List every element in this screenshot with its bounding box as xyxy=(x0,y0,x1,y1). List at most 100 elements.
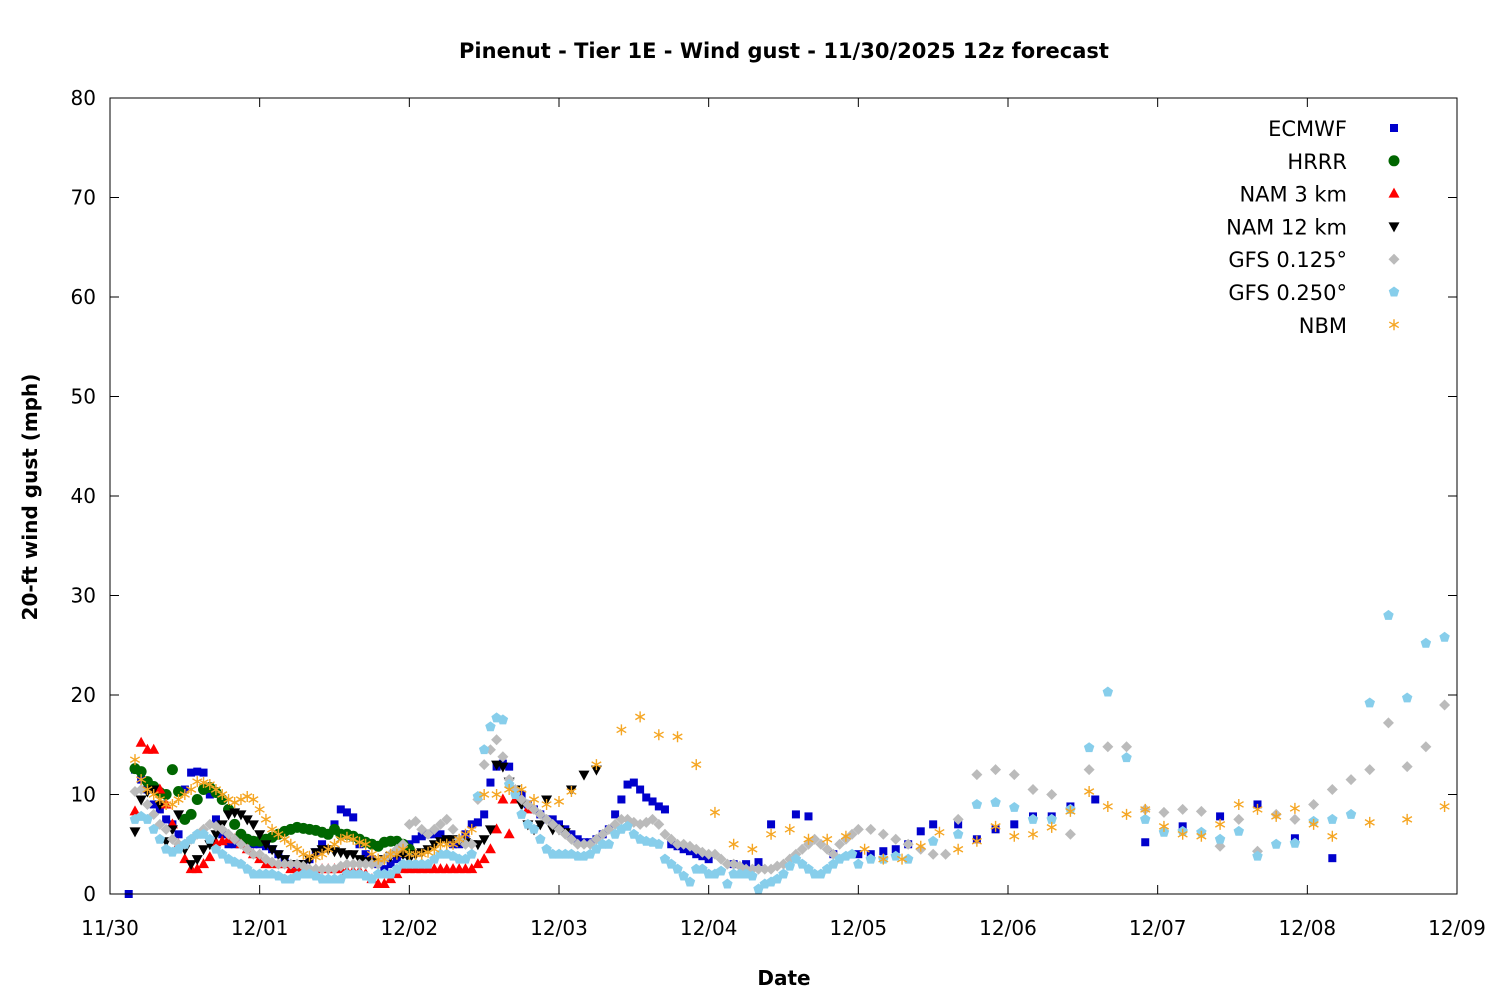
nbm-point xyxy=(553,795,565,807)
y-tick-label: 10 xyxy=(71,783,96,807)
gfs-0-125-point xyxy=(721,858,733,870)
nbm-point xyxy=(1196,830,1207,842)
legend-marker-hrrr xyxy=(1388,155,1400,167)
nbm-point xyxy=(1158,820,1170,832)
gfs-0-250-point xyxy=(1327,813,1338,824)
nam-12-km-point xyxy=(478,835,490,846)
ecmwf-point xyxy=(754,858,763,867)
nam-3-km-point xyxy=(378,878,390,889)
hrrr-point xyxy=(191,793,203,805)
nbm-point xyxy=(167,798,178,810)
gfs-0-125-point xyxy=(940,848,952,860)
ecmwf-point xyxy=(929,820,938,829)
gfs-0-125-point xyxy=(715,853,727,865)
gfs-0-250-point xyxy=(603,838,615,849)
gfs-0-250-point xyxy=(1140,813,1151,824)
nam-12-km-point xyxy=(185,860,197,871)
gfs-0-250-point xyxy=(784,860,796,871)
gfs-0-125-point xyxy=(653,818,665,830)
gfs-0-125-point xyxy=(821,843,833,855)
nbm-point xyxy=(516,784,527,796)
gfs-0-125-point xyxy=(141,798,153,810)
nbm-point xyxy=(454,833,465,845)
gfs-0-125-point xyxy=(528,803,540,815)
nbm-point xyxy=(653,729,664,741)
legend-marker-nam-12-km xyxy=(1388,222,1400,233)
gfs-0-125-point xyxy=(753,863,765,875)
ecmwf-point xyxy=(804,812,813,821)
nbm-point xyxy=(1439,800,1450,812)
ecmwf-point xyxy=(386,860,395,869)
gfs-0-250-point xyxy=(217,848,228,859)
ecmwf-point xyxy=(636,785,645,794)
gfs-0-250-point xyxy=(154,833,166,844)
nbm-point xyxy=(1214,818,1226,830)
gfs-0-125-point xyxy=(1121,741,1133,753)
gfs-0-125-point xyxy=(322,863,334,875)
gfs-0-125-point xyxy=(1102,741,1114,753)
nam-12-km-point xyxy=(534,820,546,831)
gfs-0-250-point xyxy=(971,798,983,809)
nam-3-km-point xyxy=(148,743,160,754)
gfs-0-250-point xyxy=(747,870,758,881)
x-tick-label: 12/02 xyxy=(381,916,439,940)
x-tick-label: 12/05 xyxy=(830,916,888,940)
ecmwf-point xyxy=(436,830,445,839)
ecmwf-point xyxy=(660,805,669,814)
nbm-point xyxy=(1084,786,1095,798)
nam-12-km-point xyxy=(129,827,141,838)
gfs-0-125-point xyxy=(971,769,983,781)
gfs-0-250-point xyxy=(210,843,222,854)
nbm-point xyxy=(528,793,540,805)
nam-3-km-point xyxy=(478,853,490,864)
gfs-0-125-point xyxy=(353,858,365,870)
gfs-0-125-point xyxy=(1064,828,1076,840)
ecmwf-point xyxy=(193,767,202,776)
nam-3-km-point xyxy=(484,843,496,854)
legend-label-nbm: NBM xyxy=(1299,314,1347,338)
gfs-0-125-point xyxy=(1326,784,1338,796)
nbm-point xyxy=(204,779,215,791)
gfs-0-125-point xyxy=(360,858,372,870)
gfs-0-250-point xyxy=(148,823,159,834)
gfs-0-125-point xyxy=(466,838,478,850)
nam-12-km-point xyxy=(191,855,203,866)
x-tick-label: 12/07 xyxy=(1129,916,1187,940)
nbm-point xyxy=(179,789,190,800)
gfs-0-125-point xyxy=(927,848,939,860)
nam-3-km-point xyxy=(154,783,166,794)
gfs-0-125-point xyxy=(541,813,553,825)
gfs-0-250-point xyxy=(535,833,546,844)
ecmwf-point xyxy=(174,830,183,839)
gfs-0-250-point xyxy=(952,828,964,839)
gfs-0-250-point xyxy=(541,843,552,854)
gfs-0-125-point xyxy=(428,823,440,835)
gfs-0-125-point xyxy=(709,848,721,860)
nbm-point xyxy=(1121,808,1132,820)
gfs-0-250-point xyxy=(666,858,677,869)
nbm-point xyxy=(1308,818,1319,830)
legend-label-nam-3-km: NAM 3 km xyxy=(1239,183,1347,207)
nbm-point xyxy=(1289,802,1301,814)
y-axis-label: 20-ft wind gust (mph) xyxy=(18,374,42,621)
ecmwf-point xyxy=(224,840,233,849)
data-points xyxy=(124,609,1451,898)
ecmwf-point xyxy=(417,832,426,841)
nbm-point xyxy=(341,831,353,843)
gfs-0-250-point xyxy=(466,848,477,859)
nbm-point xyxy=(360,838,371,850)
gfs-0-250-point xyxy=(1383,609,1394,620)
gfs-0-250-point xyxy=(722,878,733,889)
gfs-0-125-point xyxy=(1177,803,1189,815)
y-tick-label: 60 xyxy=(71,285,96,309)
gfs-0-250-point xyxy=(1214,833,1226,844)
gfs-0-125-point xyxy=(647,813,659,825)
ecmwf-point xyxy=(1010,820,1019,829)
gfs-0-125-point xyxy=(877,828,889,840)
gfs-0-250-point xyxy=(790,853,802,864)
gfs-0-250-point xyxy=(697,863,708,874)
gfs-0-125-point xyxy=(759,863,771,875)
gfs-0-250-point xyxy=(846,848,858,859)
gfs-0-125-point xyxy=(1046,789,1058,800)
